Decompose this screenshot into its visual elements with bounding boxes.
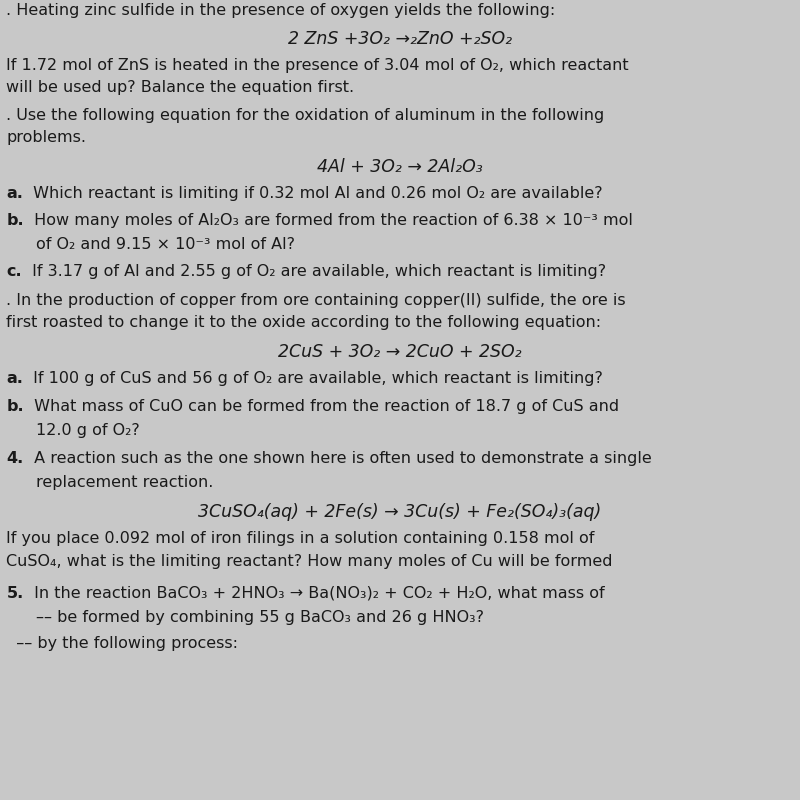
- Text: b.: b.: [6, 213, 24, 228]
- Text: a.: a.: [6, 186, 23, 201]
- Text: a.: a.: [6, 371, 23, 386]
- Text: . In the production of copper from ore containing copper(II) sulfide, the ore is: . In the production of copper from ore c…: [6, 293, 626, 308]
- Text: b.: b.: [6, 399, 24, 414]
- Text: . Use the following equation for the oxidation of aluminum in the following: . Use the following equation for the oxi…: [6, 108, 605, 123]
- Text: 4Al + 3O₂ → 2Al₂O₃: 4Al + 3O₂ → 2Al₂O₃: [317, 158, 483, 175]
- Text: What mass of CuO can be formed from the reaction of 18.7 g of CuS and: What mass of CuO can be formed from the …: [29, 399, 619, 414]
- Text: 2 ZnS +3O₂ →₂ZnO +₂SO₂: 2 ZnS +3O₂ →₂ZnO +₂SO₂: [288, 30, 512, 48]
- Text: replacement reaction.: replacement reaction.: [36, 475, 214, 490]
- Text: . Heating zinc sulfide in the presence of oxygen yields the following:: . Heating zinc sulfide in the presence o…: [6, 3, 556, 18]
- Text: If 1.72 mol of ZnS is heated in the presence of 3.04 mol of O₂, which reactant: If 1.72 mol of ZnS is heated in the pres…: [6, 58, 629, 73]
- Text: will be used up? Balance the equation first.: will be used up? Balance the equation fi…: [6, 80, 354, 95]
- Text: c.: c.: [6, 264, 22, 279]
- Text: If 100 g of CuS and 56 g of O₂ are available, which reactant is limiting?: If 100 g of CuS and 56 g of O₂ are avail…: [28, 371, 603, 386]
- Text: If you place 0.092 mol of iron filings in a solution containing 0.158 mol of: If you place 0.092 mol of iron filings i…: [6, 531, 594, 546]
- Text: In the reaction BaCO₃ + 2HNO₃ → Ba(NO₃)₂ + CO₂ + H₂O, what mass of: In the reaction BaCO₃ + 2HNO₃ → Ba(NO₃)₂…: [29, 586, 604, 601]
- Text: 5.: 5.: [6, 586, 24, 601]
- Text: –– be formed by combining 55 g BaCO₃ and 26 g HNO₃?: –– be formed by combining 55 g BaCO₃ and…: [36, 610, 484, 625]
- Text: problems.: problems.: [6, 130, 86, 145]
- Text: –– by the following process:: –– by the following process:: [6, 636, 238, 651]
- Text: If 3.17 g of Al and 2.55 g of O₂ are available, which reactant is limiting?: If 3.17 g of Al and 2.55 g of O₂ are ava…: [26, 264, 606, 279]
- Text: How many moles of Al₂O₃ are formed from the reaction of 6.38 × 10⁻³ mol: How many moles of Al₂O₃ are formed from …: [29, 213, 633, 228]
- Text: 2CuS + 3O₂ → 2CuO + 2SO₂: 2CuS + 3O₂ → 2CuO + 2SO₂: [278, 343, 522, 362]
- Text: 4.: 4.: [6, 451, 24, 466]
- Text: CuSO₄, what is the limiting reactant? How many moles of Cu will be formed: CuSO₄, what is the limiting reactant? Ho…: [6, 554, 613, 569]
- Text: 3CuSO₄(aq) + 2Fe(s) → 3Cu(s) + Fe₂(SO₄)₃(aq): 3CuSO₄(aq) + 2Fe(s) → 3Cu(s) + Fe₂(SO₄)₃…: [198, 503, 602, 522]
- Text: Which reactant is limiting if 0.32 mol Al and 0.26 mol O₂ are available?: Which reactant is limiting if 0.32 mol A…: [28, 186, 602, 201]
- Text: first roasted to change it to the oxide according to the following equation:: first roasted to change it to the oxide …: [6, 315, 602, 330]
- Text: A reaction such as the one shown here is often used to demonstrate a single: A reaction such as the one shown here is…: [29, 451, 651, 466]
- Text: 12.0 g of O₂?: 12.0 g of O₂?: [36, 423, 140, 438]
- Text: of O₂ and 9.15 × 10⁻³ mol of Al?: of O₂ and 9.15 × 10⁻³ mol of Al?: [36, 237, 295, 252]
